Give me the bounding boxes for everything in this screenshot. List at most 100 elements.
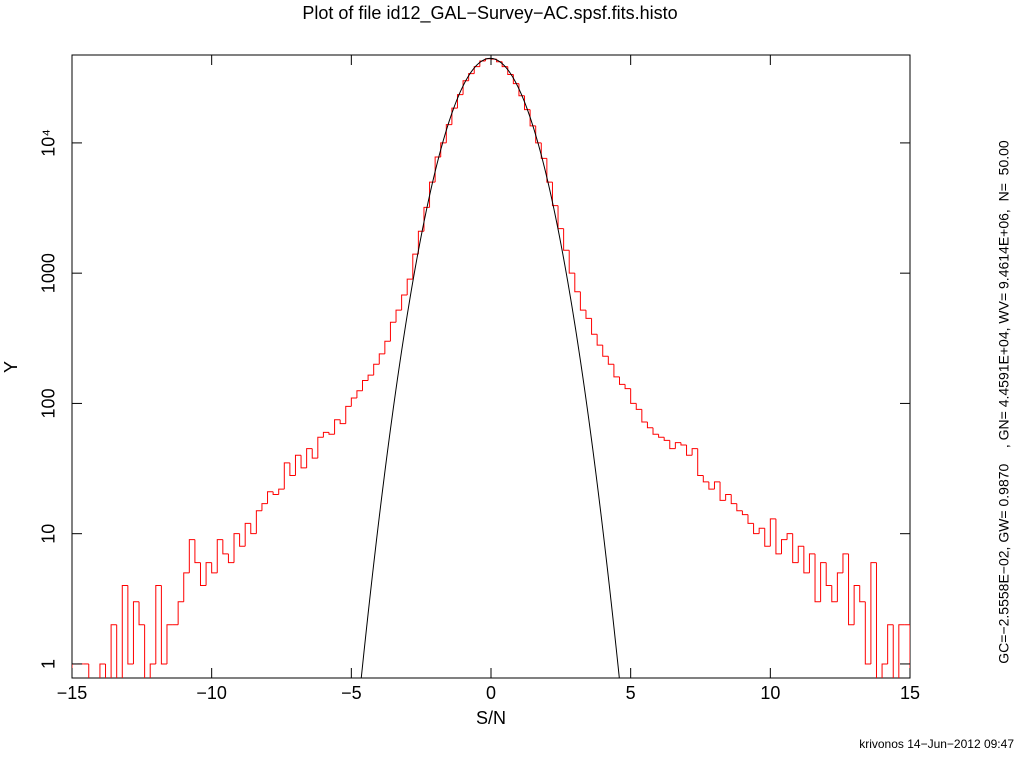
histogram-bin: [463, 81, 469, 95]
histogram-bin: [647, 422, 653, 428]
plot-area: [72, 58, 910, 706]
histogram-bin: [619, 377, 625, 385]
histogram-bin: [290, 463, 296, 476]
histogram-bin: [558, 206, 564, 229]
histogram-bin: [200, 563, 206, 586]
histogram-bin: [133, 602, 139, 664]
y-tick-label: 1: [39, 659, 59, 669]
x-tick-label: −5: [341, 683, 362, 703]
histogram-bin: [223, 540, 229, 554]
histogram-bin: [212, 563, 218, 573]
histogram-bin: [849, 554, 855, 625]
histogram-bin: [139, 602, 145, 625]
histogram-bin: [726, 494, 732, 500]
histogram-bin: [642, 409, 648, 422]
histogram-bin: [228, 554, 234, 563]
histogram-bin: [307, 449, 313, 468]
histogram-bin: [860, 586, 866, 602]
histogram-bin: [111, 625, 117, 683]
histogram-bin: [279, 489, 285, 494]
histogram-bin: [301, 455, 307, 468]
histogram-bin: [625, 384, 631, 388]
plot-frame: [72, 55, 910, 678]
histogram-bin: [754, 523, 760, 533]
histogram-bin: [72, 664, 78, 683]
histogram-bin: [374, 364, 380, 375]
histogram-bin: [552, 182, 558, 206]
histogram-bin: [798, 546, 804, 562]
histogram-bin: [865, 602, 871, 664]
histogram-bin: [804, 546, 810, 573]
x-tick-label: 15: [900, 683, 920, 703]
histogram-bin: [832, 586, 838, 602]
histogram-bin: [731, 494, 737, 503]
histogram-bin: [145, 625, 151, 683]
histogram-bin: [346, 406, 352, 423]
histogram-bin: [837, 573, 843, 602]
histogram-bin: [737, 504, 743, 511]
histogram-bin: [184, 573, 190, 602]
histogram-bin: [357, 391, 363, 398]
histogram-bin: [899, 625, 905, 683]
histogram-bin: [178, 602, 184, 625]
histogram-bin: [161, 586, 167, 664]
histogram-bin: [653, 428, 659, 434]
histogram-bin: [530, 110, 536, 126]
histogram-bin: [675, 443, 681, 449]
histogram-bin: [692, 449, 698, 456]
histogram-bin: [569, 250, 575, 273]
histogram-bin: [580, 292, 586, 310]
histogram-bin: [793, 534, 799, 563]
y-tick-label: 10: [39, 524, 59, 544]
histogram-bin: [396, 310, 402, 322]
histogram-bin: [262, 504, 268, 511]
histogram-bin: [195, 540, 201, 563]
histogram-bin: [664, 437, 670, 440]
fit-curve: [358, 58, 622, 706]
histogram-bin: [782, 540, 788, 554]
histogram-bin: [871, 563, 877, 664]
histogram-bin: [787, 534, 793, 540]
histogram-bin: [904, 625, 910, 683]
x-tick-label: −10: [196, 683, 227, 703]
histogram-bin: [893, 625, 899, 683]
x-axis-label: S/N: [476, 708, 506, 728]
y-tick-label: 100: [39, 388, 59, 418]
histogram-bin: [536, 126, 542, 143]
x-tick-label: 0: [486, 683, 496, 703]
histogram-bin: [430, 182, 436, 207]
histogram-bin: [89, 664, 95, 683]
histogram-bin: [659, 434, 665, 437]
histogram-bin: [318, 437, 324, 458]
histogram-bin: [888, 625, 894, 664]
histogram-bin: [843, 554, 849, 573]
histogram-bin: [586, 310, 592, 318]
histogram-bin: [150, 664, 156, 683]
histogram-bin: [631, 389, 637, 404]
histogram-bin: [206, 563, 212, 586]
histogram-bin: [765, 528, 771, 546]
histogram-bin: [128, 586, 134, 664]
histogram-bin: [340, 420, 346, 424]
histogram-bin: [363, 380, 369, 390]
histogram-bin: [390, 322, 396, 341]
chart-title: Plot of file id12_GAL−Survey−AC.spsf.fit…: [302, 3, 677, 24]
histogram-bin: [614, 364, 620, 377]
x-tick-label: 5: [626, 683, 636, 703]
histogram-bin: [698, 449, 704, 476]
histogram-bin: [876, 563, 882, 683]
y-tick-label: 1000: [39, 253, 59, 293]
histogram-bin: [368, 375, 374, 380]
histogram-bin: [295, 455, 301, 475]
histogram-bin: [106, 664, 112, 683]
histogram-bin: [720, 482, 726, 501]
y-axis-label: Y: [1, 361, 21, 373]
histogram-bin: [564, 229, 570, 251]
histogram-bin: [379, 354, 385, 364]
x-tick-label: −15: [57, 683, 88, 703]
histogram-bin: [351, 398, 357, 406]
histogram-bin: [234, 534, 240, 563]
histogram-bin: [821, 563, 827, 602]
